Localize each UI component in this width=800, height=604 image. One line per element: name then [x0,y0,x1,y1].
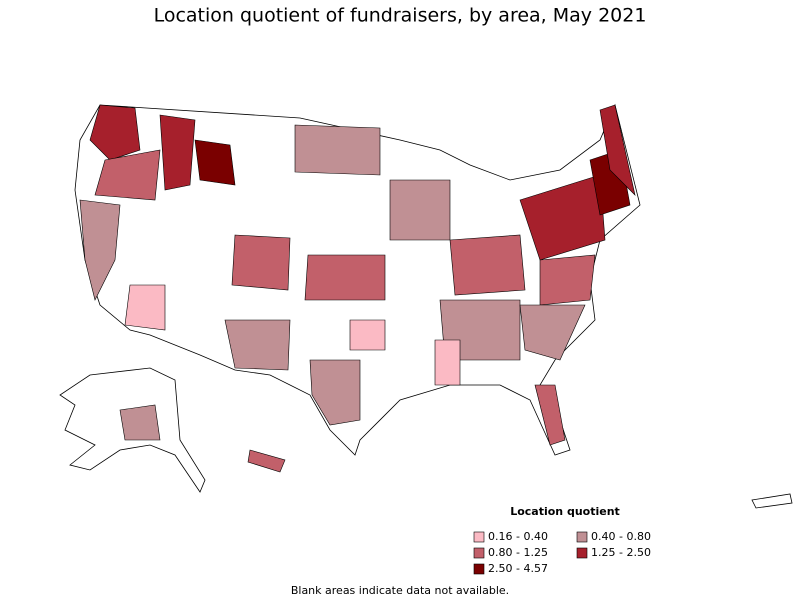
legend-swatch [473,563,485,575]
legend-label: 0.16 - 0.40 [488,530,548,543]
area [309,359,361,426]
legend: Location quotient 0.16 - 0.40 0.40 - 0.80… [473,505,651,575]
area [247,449,286,473]
area [94,149,161,201]
area [224,319,291,371]
area [389,179,451,241]
map-title: Location quotient of fundraisers, by are… [154,5,647,27]
area [294,124,381,176]
area [449,234,526,296]
area [124,284,166,331]
legend-label: 1.25 - 2.50 [591,546,651,559]
area [79,199,121,301]
area [119,404,161,441]
legend-label: 2.50 - 4.57 [488,562,548,575]
legend-swatch [576,547,588,559]
area [159,114,196,191]
area [599,104,636,196]
area [519,304,586,361]
area [231,234,291,291]
area [534,384,566,446]
legend-swatch [473,531,485,543]
area [304,254,386,301]
legend-label: 0.80 - 1.25 [488,546,548,559]
area [349,319,386,351]
legend-swatch [473,547,485,559]
map-areas [79,104,636,473]
area [434,339,461,386]
area [89,104,141,161]
legend-title: Location quotient [510,505,620,518]
footnote: Blank areas indicate data not available. [291,584,509,597]
area [519,174,606,261]
legend-label: 0.40 - 0.80 [591,530,651,543]
legend-swatch [576,531,588,543]
area [539,254,596,306]
area [194,139,236,186]
puerto-rico [751,493,793,509]
